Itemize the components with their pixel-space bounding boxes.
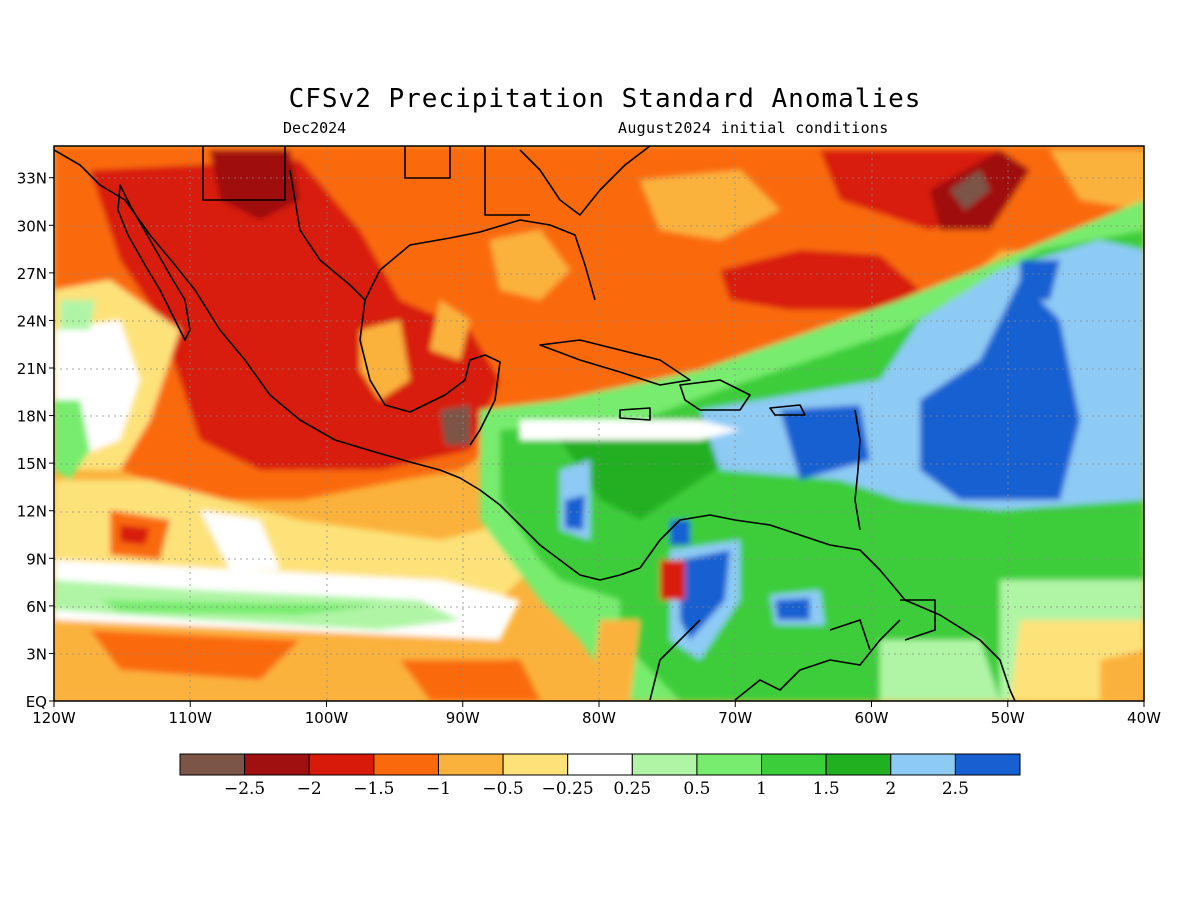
colorbar-swatch [954,753,1021,776]
lat-tick-label: 27N [17,265,47,283]
map-title: CFSv2 Precipitation Standard Anomalies [288,84,922,114]
colorbar-labels: −2.5 −2 −1.5 −1 −0.5 −0.25 0.25 0.5 1 1.5 2 2.5 [224,779,969,799]
colorbar-swatch [437,753,504,776]
lon-tick-label: 90W [446,709,480,727]
latitude-labels: EQ 3N 6N 9N 12N 15N 18N 21N 24N 27N 30N 33N [17,170,47,711]
colorbar-label: 2.5 [942,779,969,799]
lat-tick-label: 30N [17,217,47,235]
lon-tick-label: 120W [32,709,76,727]
colorbar-swatch [567,753,633,776]
lat-tick-label: 12N [17,503,47,521]
lon-tick-label: 70W [718,709,752,727]
lon-tick-label: 100W [305,709,349,727]
colorbar-swatch [502,753,569,776]
lat-tick-label: 33N [17,170,47,188]
colorbar [179,753,1021,776]
lon-tick-label: 40W [1127,709,1161,727]
colorbar-label: 0.25 [613,779,651,799]
lon-tick-label: 80W [582,709,616,727]
colorbar-swatch [631,753,698,776]
lat-tick-label: 3N [26,645,47,663]
colorbar-label: −2.5 [224,779,265,799]
lat-tick-label: 6N [26,598,47,616]
colorbar-label: −1.5 [353,779,394,799]
gridlines [54,146,1144,701]
colorbar-label: 0.5 [683,779,710,799]
anomaly-field [54,146,1144,701]
lat-tick-label: 15N [17,455,47,473]
initial-conditions: August2024 initial conditions [618,119,889,137]
colorbar-label: 1 [756,779,767,799]
colorbar-swatch [890,753,956,776]
lat-tick-label: EQ [26,693,47,711]
longitude-labels: 120W 110W 100W 90W 80W 70W 60W 50W 40W [32,709,1161,727]
colorbar-swatch [373,753,439,776]
lat-tick-label: 21N [17,360,47,378]
colorbar-label: −0.25 [542,779,594,799]
lon-tick-label: 60W [855,709,889,727]
lat-tick-label: 9N [26,550,47,568]
colorbar-label: −1 [426,779,451,799]
colorbar-swatch [825,753,892,776]
lat-tick-label: 24N [17,312,47,330]
colorbar-swatch [761,753,827,776]
coastlines [54,146,1016,701]
colorbar-label: −2 [297,779,322,799]
forecast-month: Dec2024 [283,119,347,137]
lon-tick-label: 50W [991,709,1025,727]
colorbar-swatch [696,753,763,776]
lat-tick-label: 18N [17,408,47,426]
colorbar-swatch [179,753,246,776]
lon-tick-label: 110W [169,709,213,727]
colorbar-label: 2 [885,779,896,799]
colorbar-label: −0.5 [482,779,523,799]
axis-ticks [49,177,1145,707]
colorbar-label: 1.5 [813,779,840,799]
colorbar-swatch [308,753,375,776]
colorbar-swatch [244,753,310,776]
